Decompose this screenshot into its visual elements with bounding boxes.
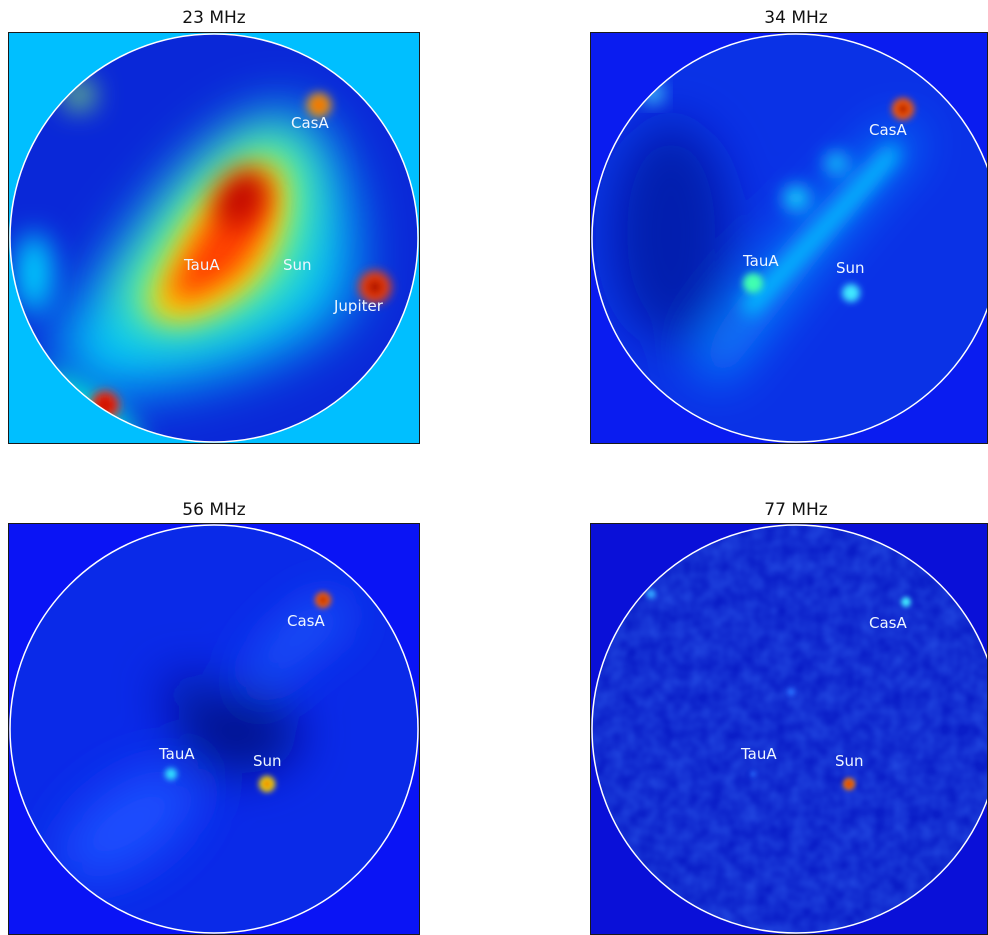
source-label-sun: Sun bbox=[253, 752, 282, 770]
source-label-sun: Sun bbox=[283, 256, 312, 274]
source-label-sun: Sun bbox=[836, 259, 865, 277]
horizon-circle bbox=[591, 33, 987, 443]
sky-map-34mhz-image: CasA TauA Sun bbox=[591, 33, 987, 443]
source-label-casa: CasA bbox=[287, 612, 325, 630]
panel-title-34mhz: 34 MHz bbox=[764, 8, 828, 28]
source-label-taua: TauA bbox=[158, 745, 195, 763]
panel-title-23mhz: 23 MHz bbox=[182, 8, 246, 28]
panel-title-56mhz: 56 MHz bbox=[182, 500, 246, 520]
panel-title-77mhz: 77 MHz bbox=[764, 500, 828, 520]
horizon-circle bbox=[9, 524, 419, 934]
sky-map-56mhz-image: CasA TauA Sun bbox=[9, 524, 419, 934]
sky-map-56mhz: CasA TauA Sun bbox=[8, 523, 420, 935]
horizon-circle bbox=[591, 524, 987, 934]
source-label-sun: Sun bbox=[835, 752, 864, 770]
source-label-taua: TauA bbox=[740, 745, 777, 763]
sky-map-23mhz-image: CasA TauA Sun Jupiter bbox=[9, 33, 419, 443]
horizon-circle bbox=[9, 33, 419, 443]
source-label-taua: TauA bbox=[742, 252, 779, 270]
source-label-taua: TauA bbox=[183, 256, 220, 274]
sky-map-77mhz-image: CasA TauA Sun bbox=[591, 524, 987, 934]
sky-map-77mhz: CasA TauA Sun bbox=[590, 523, 988, 935]
sky-map-23mhz: CasA TauA Sun Jupiter bbox=[8, 32, 420, 444]
source-label-casa: CasA bbox=[869, 614, 907, 632]
source-label-jupiter: Jupiter bbox=[333, 297, 384, 315]
source-label-casa: CasA bbox=[869, 121, 907, 139]
sky-map-34mhz: CasA TauA Sun bbox=[590, 32, 988, 444]
source-label-casa: CasA bbox=[291, 114, 329, 132]
